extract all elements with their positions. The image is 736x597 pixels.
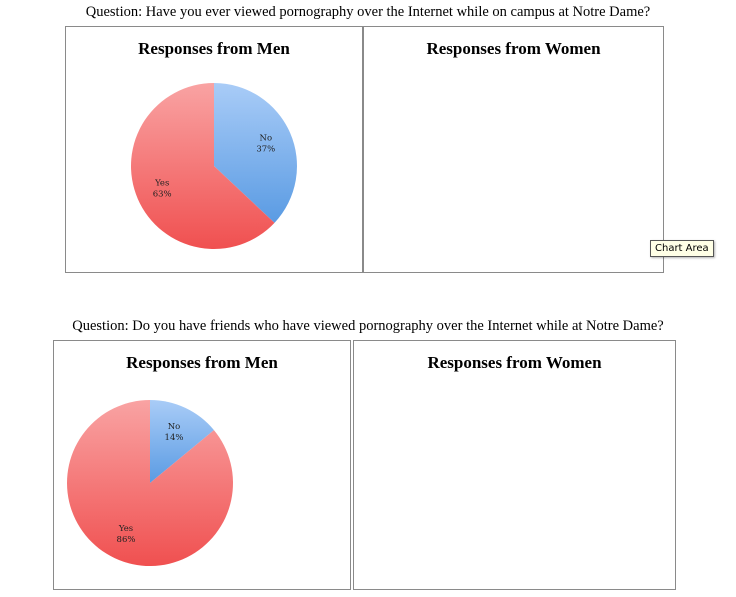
chart-title: Responses from Men	[138, 39, 290, 58]
chart-q1-women: Responses from Women No89%Yes11%	[363, 26, 664, 273]
question-1-title: Question: Have you ever viewed pornograp…	[85, 4, 651, 20]
slice-category-label: Yes	[154, 178, 169, 188]
chart-title: Responses from Women	[427, 353, 602, 372]
slice-category-label: No	[260, 134, 273, 144]
question-2-title: Question: Do you have friends who have v…	[72, 318, 664, 334]
slice-percent-label: 86%	[117, 535, 136, 545]
slice-category-label: Yes	[118, 524, 133, 534]
slice-percent-label: 37%	[256, 145, 275, 155]
pie-svg: No63%Yes37%	[354, 341, 677, 591]
chart-q1-men: Responses from Men No 37% Yes 63%	[65, 26, 363, 273]
pie-slice-yes	[130, 82, 275, 250]
chart-title: Responses from Women	[426, 39, 601, 58]
chart-title: Responses from Men	[126, 353, 278, 372]
pie-slice-yes	[67, 400, 234, 566]
pie-slice-no	[214, 83, 297, 223]
chart-q2-women: Responses from Women No63%Yes37%	[353, 340, 676, 590]
chart-area-tooltip: Chart Area	[650, 240, 714, 257]
slice-category-label: No	[168, 422, 181, 432]
slice-percent-label: 63%	[153, 189, 172, 199]
pie-svg: No89%Yes11%	[364, 27, 665, 274]
pie-slice-no	[150, 400, 214, 483]
slice-percent-label: 14%	[165, 433, 184, 443]
chart-q2-men: Responses from Men No 14% Yes 86%	[53, 340, 351, 590]
